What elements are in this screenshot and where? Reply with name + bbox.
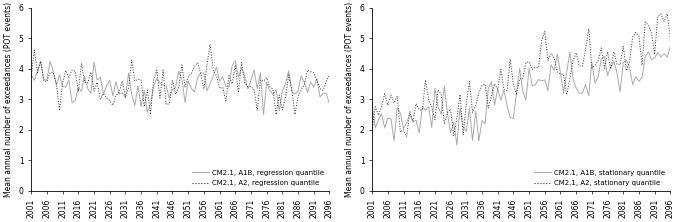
CM2.1, A2, stationary quantile [657, 12, 665, 15]
CM2.1, A2, regression quantile [112, 94, 120, 97]
CM2.1, A2, regression quantile [159, 69, 167, 71]
CM2.1, A2, regression quantile [206, 43, 215, 46]
CM2.1, A1B, regression quantile [178, 78, 186, 81]
CM2.1, A2, stationary quantile [522, 61, 530, 63]
CM2.1, A1B, regression quantile [27, 73, 35, 76]
CM2.1, A2, stationary quantile [500, 88, 508, 91]
CM2.1, A1B, stationary quantile [368, 103, 376, 106]
CM2.1, A1B, regression quantile [68, 101, 76, 104]
CM2.1, A1B, regression quantile [259, 113, 268, 116]
CM2.1, A1B, stationary quantile [531, 83, 539, 86]
Line: CM2.1, A1B, stationary quantile: CM2.1, A1B, stationary quantile [372, 46, 670, 145]
CM2.1, A2, stationary quantile [644, 24, 653, 26]
CM2.1, A2, regression quantile [147, 113, 155, 116]
Legend: CM2.1, A1B, stationary quantile, CM2.1, A2, stationary quantile: CM2.1, A1B, stationary quantile, CM2.1, … [532, 168, 667, 187]
Legend: CM2.1, A1B, regression quantile, CM2.1, A2, regression quantile: CM2.1, A1B, regression quantile, CM2.1, … [190, 168, 326, 187]
CM2.1, A1B, regression quantile [187, 87, 196, 90]
Line: CM2.1, A2, regression quantile: CM2.1, A2, regression quantile [31, 44, 329, 115]
CM2.1, A2, regression quantile [306, 70, 314, 73]
CM2.1, A1B, stationary quantile [453, 144, 461, 146]
CM2.1, A2, regression quantile [181, 86, 189, 89]
Y-axis label: Mean annual number of exceedances (POT events): Mean annual number of exceedances (POT e… [4, 2, 13, 197]
CM2.1, A1B, regression quantile [325, 103, 333, 105]
CM2.1, A2, stationary quantile [456, 93, 464, 96]
Line: CM2.1, A2, stationary quantile: CM2.1, A2, stationary quantile [372, 14, 670, 137]
CM2.1, A1B, stationary quantile [409, 121, 417, 123]
CM2.1, A1B, stationary quantile [644, 51, 653, 53]
CM2.1, A1B, regression quantile [112, 80, 120, 83]
CM2.1, A2, regression quantile [27, 75, 35, 78]
CM2.1, A2, regression quantile [325, 73, 333, 76]
CM2.1, A1B, stationary quantile [522, 99, 530, 101]
CM2.1, A1B, regression quantile [156, 82, 164, 85]
CM2.1, A2, stationary quantile [412, 102, 420, 105]
CM2.1, A2, regression quantile [68, 69, 76, 71]
Line: CM2.1, A1B, regression quantile: CM2.1, A1B, regression quantile [31, 61, 329, 115]
CM2.1, A1B, stationary quantile [666, 45, 674, 48]
Y-axis label: Mean annual number of exceedances (POT events): Mean annual number of exceedances (POT e… [345, 2, 354, 197]
CM2.1, A2, regression quantile [190, 65, 198, 68]
CM2.1, A2, stationary quantile [666, 36, 674, 38]
CM2.1, A1B, stationary quantile [500, 89, 508, 91]
CM2.1, A2, stationary quantile [368, 129, 376, 132]
CM2.1, A1B, regression quantile [306, 81, 314, 83]
CM2.1, A1B, stationary quantile [456, 107, 464, 109]
CM2.1, A2, stationary quantile [403, 135, 411, 138]
CM2.1, A1B, regression quantile [231, 59, 239, 62]
CM2.1, A2, stationary quantile [531, 66, 539, 69]
